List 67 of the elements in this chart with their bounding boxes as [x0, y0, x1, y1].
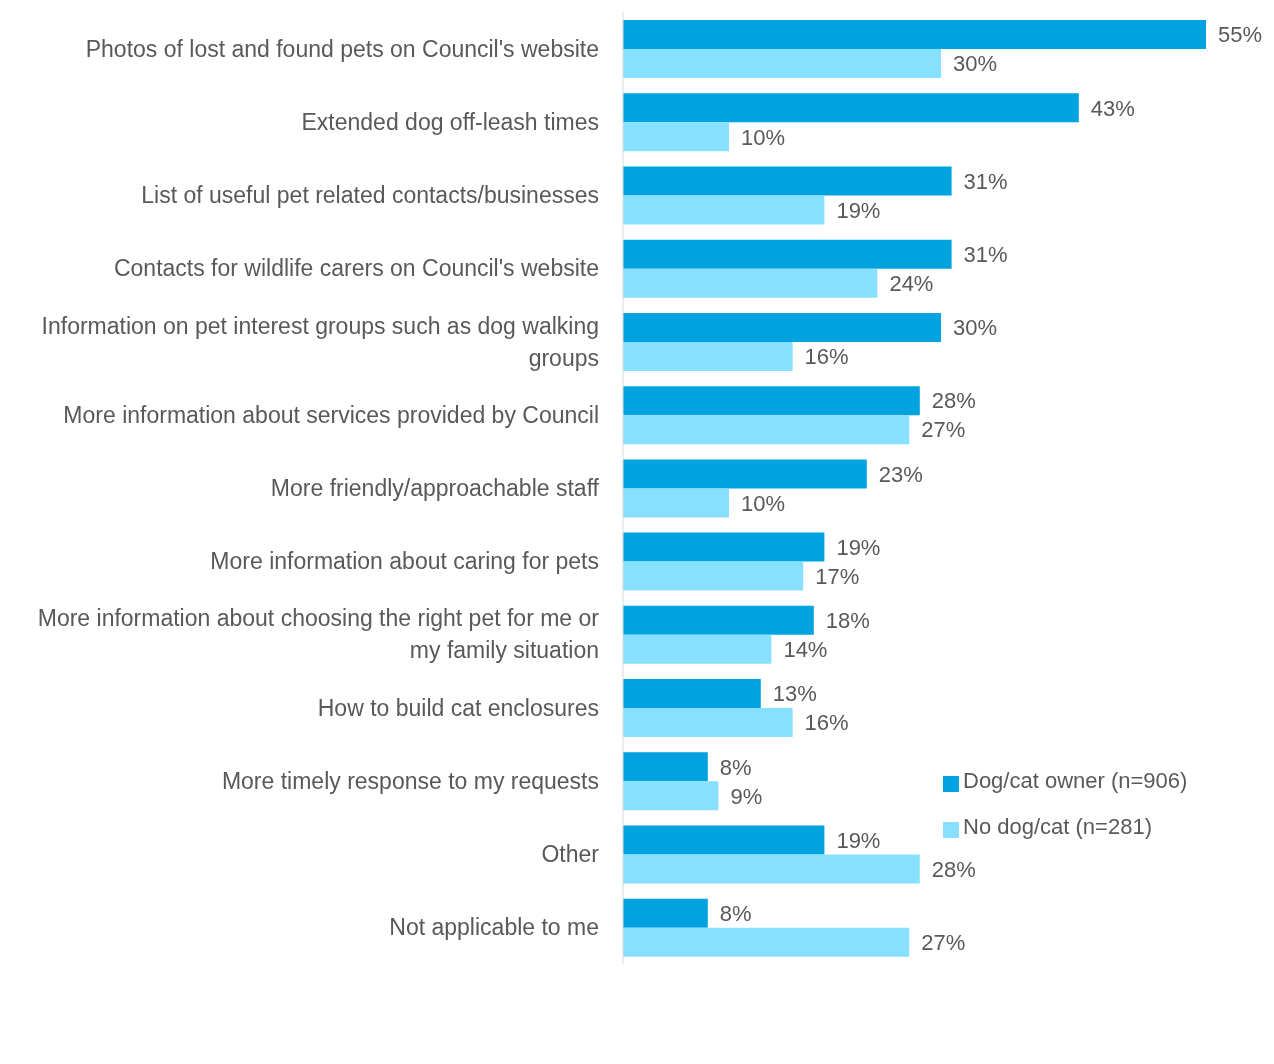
data-label: 28% — [931, 388, 976, 414]
data-label: 10% — [741, 124, 786, 150]
data-label: 16% — [804, 344, 849, 370]
y-tick-label: Extended dog off-leash times — [301, 108, 599, 135]
y-tick-label: More friendly/approachable staff — [270, 475, 600, 501]
bar — [623, 268, 878, 298]
bar — [623, 927, 910, 957]
bar — [623, 122, 729, 152]
data-label: 30% — [953, 315, 998, 341]
data-label: 17% — [815, 563, 860, 589]
data-label: 10% — [741, 490, 786, 516]
data-label: 27% — [921, 417, 966, 443]
bar — [623, 93, 1079, 123]
bar — [623, 415, 910, 445]
bar — [623, 195, 825, 225]
data-label: 9% — [730, 783, 763, 809]
y-tick-label: Information on pet interest groups such as dog walking groups — [41, 312, 599, 371]
bar — [623, 825, 825, 855]
y-tick-label: Not applicable to me — [389, 914, 599, 941]
data-label: 55% — [1218, 22, 1263, 48]
data-label: 19% — [836, 534, 881, 560]
bar — [623, 532, 825, 562]
bar — [623, 854, 920, 884]
bar — [623, 708, 793, 738]
bar — [623, 561, 804, 591]
data-label: 19% — [836, 197, 881, 223]
bar — [623, 459, 867, 489]
y-tick-label: List of useful pet related contacts/businesses — [141, 182, 599, 209]
data-label: 19% — [836, 827, 881, 853]
bar — [623, 49, 941, 78]
legend-label: Dog/cat owner (n=906) — [963, 768, 1188, 793]
legend-label: No dog/cat (n=281) — [963, 814, 1152, 839]
y-tick-label: More information about services provided by Council — [63, 401, 599, 428]
y-tick-label: Photos of lost and found pets on Council's website — [85, 35, 599, 62]
bar — [623, 312, 941, 342]
data-label: 18% — [825, 608, 870, 634]
data-label: 24% — [889, 271, 934, 296]
data-label: 27% — [921, 930, 966, 956]
bar — [623, 679, 761, 709]
data-label: 43% — [1090, 95, 1135, 121]
data-label: 8% — [719, 901, 752, 927]
data-label: 23% — [878, 461, 923, 487]
data-label: 13% — [772, 681, 817, 707]
bar — [623, 166, 952, 196]
data-label: 16% — [804, 710, 849, 736]
bar — [623, 20, 1206, 49]
bar — [623, 634, 772, 664]
y-tick-label: More timely response to my requests — [221, 767, 599, 794]
bar — [623, 752, 708, 782]
data-label: 31% — [963, 168, 1008, 194]
data-label: 28% — [931, 856, 976, 882]
bar — [623, 488, 729, 518]
y-tick-label: Other — [541, 841, 600, 868]
y-tick-label: More information about choosing the right pet for me or my family situation — [37, 605, 600, 664]
data-label: 8% — [719, 754, 752, 780]
y-tick-label: More information about caring for pets — [210, 548, 599, 575]
bar — [623, 386, 920, 416]
data-label: 30% — [953, 51, 998, 77]
data-label: 31% — [963, 242, 1008, 267]
y-tick-label: How to build cat enclosures — [317, 694, 599, 721]
y-tick-label: Contacts for wildlife carers on Council's website — [113, 255, 599, 282]
bar — [623, 781, 719, 811]
bar — [623, 341, 793, 371]
data-label: 14% — [783, 637, 828, 663]
bar — [623, 239, 952, 269]
bar — [623, 605, 814, 635]
bar — [623, 898, 708, 928]
